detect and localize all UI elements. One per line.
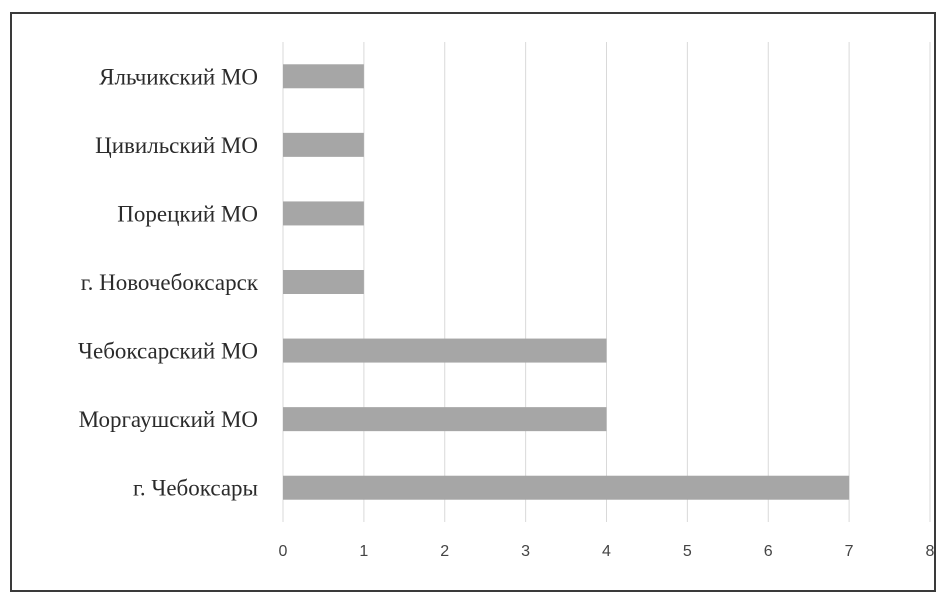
x-tick-label: 0 — [279, 543, 288, 560]
bar — [283, 270, 364, 294]
bar — [283, 407, 607, 432]
x-tick-label: 7 — [845, 543, 854, 560]
bar — [283, 338, 607, 363]
category-label: Порецкий МО — [117, 201, 258, 226]
bar — [283, 132, 364, 157]
category-label: Моргаушский МО — [79, 407, 258, 432]
x-tick-label: 3 — [521, 543, 530, 560]
x-tick-label: 2 — [440, 543, 449, 560]
category-label: г. Чебоксары — [133, 476, 258, 501]
x-tick-label: 6 — [764, 543, 773, 560]
bar — [283, 201, 364, 226]
bar-chart: Яльчикский МО Цивильский МО Порецкий МО г. … — [78, 42, 935, 560]
category-labels: Яльчикский МО Цивильский МО Порецкий МО г. … — [78, 64, 259, 500]
bar — [283, 64, 364, 89]
x-tick-label: 8 — [926, 543, 935, 560]
category-label: Чебоксарский МО — [78, 339, 258, 364]
x-tick-label: 1 — [359, 543, 368, 560]
x-tick-label: 4 — [602, 543, 611, 560]
category-label: Яльчикский МО — [99, 64, 258, 89]
bar — [283, 475, 850, 500]
bars — [283, 64, 850, 500]
category-label: г. Новочебоксарск — [81, 270, 259, 295]
x-tick-label: 5 — [683, 543, 692, 560]
category-label: Цивильский МО — [95, 133, 258, 158]
gridlines — [282, 42, 931, 522]
x-tick-labels: 0 1 2 3 4 5 6 7 8 — [279, 543, 935, 560]
